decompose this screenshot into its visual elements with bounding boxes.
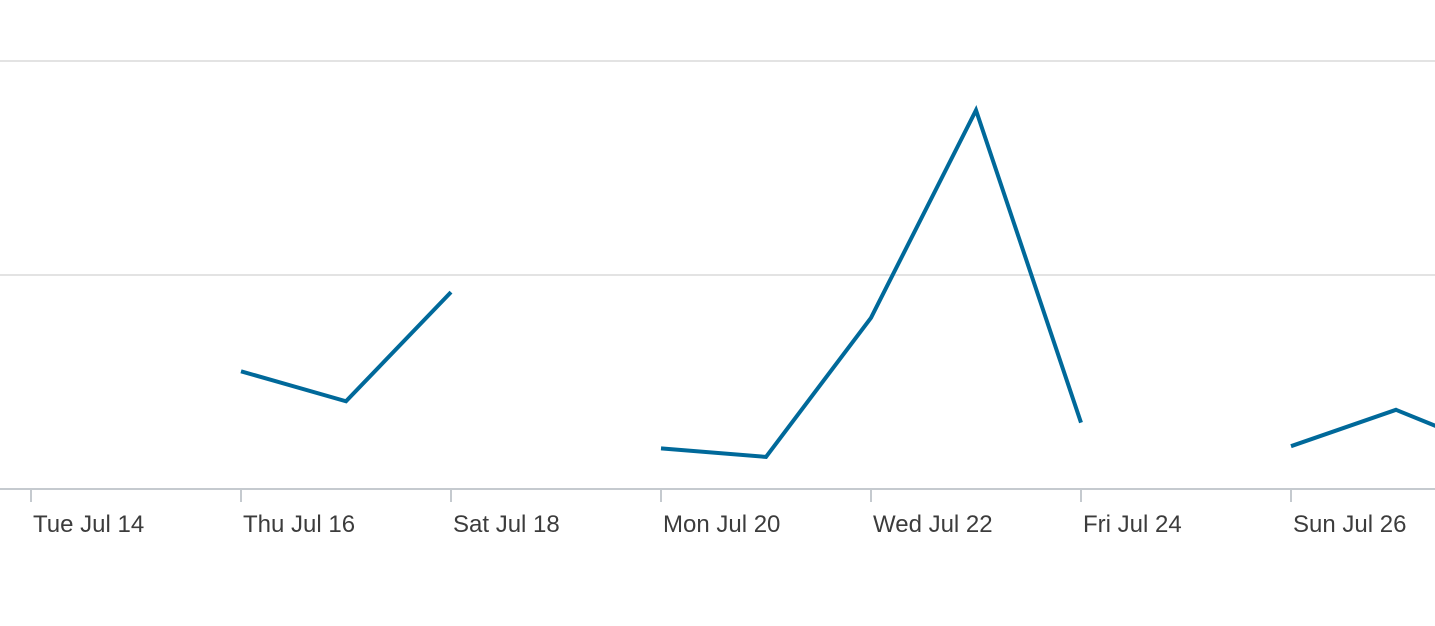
series-line-segment (1290, 407, 1435, 449)
series-line-segment (660, 105, 1083, 459)
series-lines (240, 105, 1435, 459)
x-tick-label: Mon Jul 20 (663, 511, 780, 538)
x-tick-label: Sun Jul 26 (1293, 511, 1406, 538)
x-tick-label: Sat Jul 18 (453, 511, 560, 538)
x-axis-ticks (30, 489, 1292, 502)
x-tick-label: Tue Jul 14 (33, 511, 144, 538)
x-tick-label: Fri Jul 24 (1083, 511, 1182, 538)
gridlines (0, 60, 1435, 276)
x-tick-label: Wed Jul 22 (873, 511, 993, 538)
x-tick-label: Thu Jul 16 (243, 511, 355, 538)
series-line-segment (240, 290, 453, 404)
x-axis-tick-labels: Tue Jul 14 Thu Jul 16 Sat Jul 18 Mon Jul 20… (33, 511, 1406, 538)
